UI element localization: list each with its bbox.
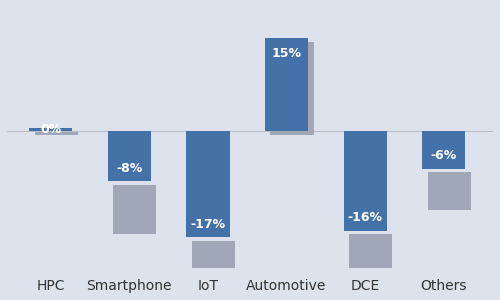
Text: 15%: 15%	[272, 47, 302, 60]
Bar	[192, 241, 235, 300]
Bar	[186, 131, 230, 237]
Bar	[428, 172, 471, 209]
Bar	[34, 132, 78, 135]
Bar	[29, 128, 72, 131]
Text: -8%: -8%	[116, 162, 142, 175]
Text: 0%: 0%	[40, 123, 62, 136]
Bar	[270, 42, 314, 135]
Text: -17%: -17%	[190, 218, 226, 231]
Bar	[422, 131, 466, 169]
Bar	[349, 234, 393, 300]
Text: -6%: -6%	[430, 149, 457, 162]
Bar	[113, 185, 156, 234]
Bar	[265, 38, 308, 131]
Text: -16%: -16%	[348, 212, 382, 224]
Bar	[344, 131, 387, 231]
Bar	[108, 131, 151, 181]
